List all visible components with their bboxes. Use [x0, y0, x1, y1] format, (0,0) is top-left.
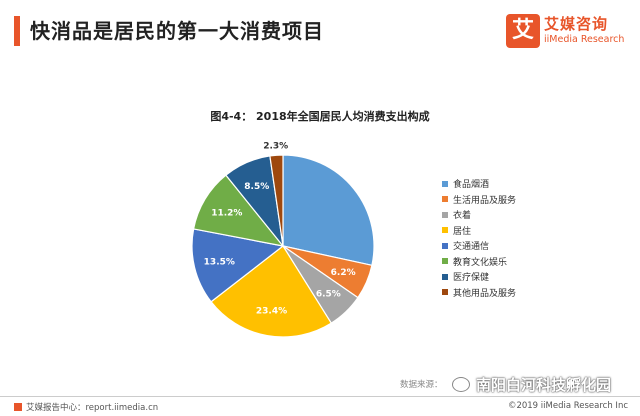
legend-swatch	[442, 211, 448, 218]
legend-label: 教育文化娱乐	[453, 257, 508, 268]
footer-copyright: ©2019 iiMedia Research Inc	[507, 401, 628, 411]
footer-logo-icon	[14, 403, 22, 411]
chart-title: 图4-4： 2018年全国居民人均消费支出构成	[210, 110, 430, 123]
data-source: 数据来源：	[400, 380, 443, 390]
pie-slice-7	[269, 154, 284, 247]
pie-label-3: 23.4%	[256, 307, 287, 317]
wechat-icon	[452, 377, 470, 392]
chart-legend: 食品烟酒生活用品及服务 衣着居住交通通信教育文化娱乐 医疗保健其他用品及服务	[442, 176, 516, 300]
legend-label: 居住	[453, 226, 472, 237]
pie-label-6: 8.5%	[244, 182, 269, 192]
pie-slice-3	[210, 245, 333, 338]
pie-label-4: 13.5%	[204, 257, 235, 267]
legend-item-4: 交通通信	[442, 238, 516, 254]
footer-divider	[0, 396, 640, 397]
logo-mark: 艾	[506, 14, 540, 48]
logo-name-cn: 艾媒咨询	[544, 15, 609, 33]
footer-left: 艾媒报告中心：report.iimedia.cn	[14, 401, 158, 413]
legend-label: 生活用品及服务	[453, 195, 517, 206]
pie-slice-4	[191, 228, 285, 303]
logo-name-en: iiMedia Research	[544, 34, 625, 45]
legend-label: 其他用品及服务	[453, 288, 517, 299]
legend-item-7: 其他用品及服务	[442, 285, 516, 301]
legend-swatch	[442, 258, 448, 265]
legend-item-5: 教育文化娱乐	[442, 254, 516, 270]
pie-label-1: 6.2%	[331, 268, 356, 278]
legend-swatch	[442, 227, 448, 234]
pie-slice-0	[282, 154, 375, 267]
legend-item-1: 生活用品及服务	[442, 192, 516, 208]
footer: 艾媒报告中心：report.iimedia.cn ©2019 iiMedia R…	[0, 398, 640, 416]
legend-label: 医疗保健	[453, 273, 490, 284]
legend-item-6: 医疗保健	[442, 269, 516, 285]
title-accent-bar	[14, 16, 20, 46]
page-title: 快消品是居民的第一大消费项目	[30, 19, 324, 43]
pie-label-7: 2.3%	[263, 141, 288, 151]
pie-slice-5	[192, 174, 285, 247]
legend-item-3: 居住	[442, 223, 516, 239]
pie-label-2: 6.5%	[316, 289, 341, 299]
watermark: 南阳白河科技孵化园	[452, 374, 611, 395]
pie-label-5: 11.2%	[211, 208, 242, 218]
legend-item-2: 衣着	[442, 207, 516, 223]
legend-swatch	[442, 196, 448, 203]
iimedia-logo: 艾 艾媒咨询 iiMedia Research	[506, 10, 626, 54]
watermark-text: 南阳白河科技孵化园	[476, 376, 612, 394]
footer-report-center: 艾媒报告中心：report.iimedia.cn	[26, 403, 159, 413]
legend-label: 交通通信	[453, 242, 490, 253]
legend-label: 食品烟酒	[453, 180, 490, 191]
legend-label: 衣着	[453, 211, 472, 222]
legend-item-0: 食品烟酒	[442, 176, 516, 192]
legend-swatch	[442, 289, 448, 296]
legend-swatch	[442, 180, 448, 187]
legend-swatch	[442, 242, 448, 249]
legend-swatch	[442, 273, 448, 280]
